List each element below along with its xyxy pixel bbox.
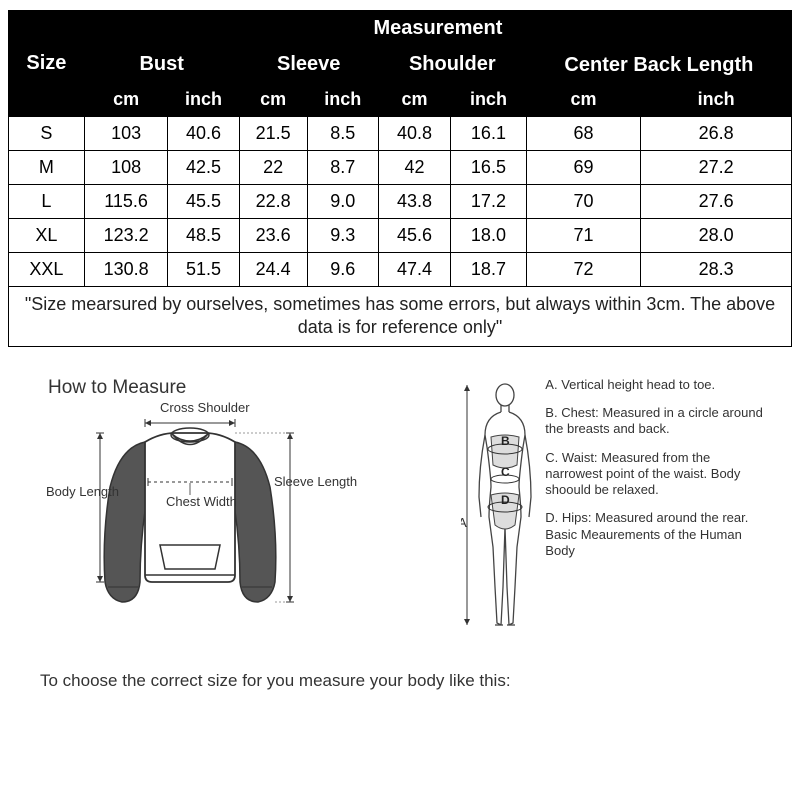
value-cell: 26.8 xyxy=(641,117,792,151)
value-cell: 9.0 xyxy=(307,185,378,219)
size-cell: XXL xyxy=(9,253,85,287)
value-cell: 23.6 xyxy=(239,219,307,253)
measurement-header: Measurement xyxy=(84,11,791,47)
table-row: M10842.5228.74216.56927.2 xyxy=(9,151,792,185)
value-cell: 18.0 xyxy=(451,219,527,253)
table-row: XXL130.851.524.49.647.418.77228.3 xyxy=(9,253,792,287)
value-cell: 130.8 xyxy=(84,253,168,287)
value-cell: 115.6 xyxy=(84,185,168,219)
value-cell: 16.5 xyxy=(451,151,527,185)
value-cell: 123.2 xyxy=(84,219,168,253)
size-cell: XL xyxy=(9,219,85,253)
value-cell: 103 xyxy=(84,117,168,151)
value-cell: 28.3 xyxy=(641,253,792,287)
def-c: C. Waist: Measured from the narrowest po… xyxy=(545,450,770,499)
value-cell: 40.8 xyxy=(378,117,450,151)
value-cell: 70 xyxy=(526,185,641,219)
size-chart-table: Size Measurement Bust Sleeve Shoulder Ce… xyxy=(8,10,792,347)
value-cell: 45.6 xyxy=(378,219,450,253)
value-cell: 68 xyxy=(526,117,641,151)
group-sleeve: Sleeve xyxy=(239,47,378,83)
value-cell: 51.5 xyxy=(168,253,239,287)
body-label-d: D xyxy=(501,493,510,507)
group-header-row: Bust Sleeve Shoulder Center Back Length xyxy=(9,47,792,83)
unit-cell: cm xyxy=(84,83,168,117)
unit-cell: cm xyxy=(526,83,641,117)
body-label-a: A xyxy=(461,515,467,530)
sweater-diagram: Cross Shoulder Body Length Chest Width S… xyxy=(60,407,320,617)
body-diagram: A xyxy=(461,377,533,637)
value-cell: 45.5 xyxy=(168,185,239,219)
unit-cell: inch xyxy=(451,83,527,117)
group-bust: Bust xyxy=(84,47,239,83)
value-cell: 9.6 xyxy=(307,253,378,287)
value-cell: 72 xyxy=(526,253,641,287)
how-to-measure-title: How to Measure xyxy=(40,377,441,399)
value-cell: 48.5 xyxy=(168,219,239,253)
value-cell: 16.1 xyxy=(451,117,527,151)
value-cell: 42.5 xyxy=(168,151,239,185)
value-cell: 8.5 xyxy=(307,117,378,151)
value-cell: 27.6 xyxy=(641,185,792,219)
unit-cell: cm xyxy=(239,83,307,117)
value-cell: 108 xyxy=(84,151,168,185)
unit-cell: inch xyxy=(307,83,378,117)
value-cell: 27.2 xyxy=(641,151,792,185)
value-cell: 71 xyxy=(526,219,641,253)
table-row: XL123.248.523.69.345.618.07128.0 xyxy=(9,219,792,253)
def-b: B. Chest: Measured in a circle around th… xyxy=(545,405,770,438)
value-cell: 40.6 xyxy=(168,117,239,151)
table-row: S10340.621.58.540.816.16826.8 xyxy=(9,117,792,151)
unit-header-row: cm inch cm inch cm inch cm inch xyxy=(9,83,792,117)
value-cell: 43.8 xyxy=(378,185,450,219)
value-cell: 42 xyxy=(378,151,450,185)
value-cell: 22.8 xyxy=(239,185,307,219)
value-cell: 21.5 xyxy=(239,117,307,151)
label-chest-width: Chest Width xyxy=(166,495,216,509)
label-cross-shoulder: Cross Shoulder xyxy=(160,401,240,415)
label-sleeve-length: Sleeve Length xyxy=(274,475,324,489)
value-cell: 22 xyxy=(239,151,307,185)
label-body-length: Body Length xyxy=(46,485,96,499)
unit-cell: inch xyxy=(168,83,239,117)
unit-cell: inch xyxy=(641,83,792,117)
choose-size-text: To choose the correct size for you measu… xyxy=(0,647,800,691)
value-cell: 28.0 xyxy=(641,219,792,253)
size-cell: S xyxy=(9,117,85,151)
def-d: D. Hips: Measured around the rear. Basic… xyxy=(545,510,770,559)
group-center-back: Center Back Length xyxy=(526,47,791,83)
unit-cell: cm xyxy=(378,83,450,117)
body-label-c: C xyxy=(501,465,510,479)
value-cell: 18.7 xyxy=(451,253,527,287)
size-cell: L xyxy=(9,185,85,219)
value-cell: 17.2 xyxy=(451,185,527,219)
def-a: A. Vertical height head to toe. xyxy=(545,377,770,393)
group-shoulder: Shoulder xyxy=(378,47,526,83)
value-cell: 8.7 xyxy=(307,151,378,185)
value-cell: 9.3 xyxy=(307,219,378,253)
size-header: Size xyxy=(9,11,85,117)
value-cell: 24.4 xyxy=(239,253,307,287)
size-chart-note: "Size mearsured by ourselves, sometimes … xyxy=(9,287,792,347)
table-row: L115.645.522.89.043.817.27027.6 xyxy=(9,185,792,219)
size-cell: M xyxy=(9,151,85,185)
body-definitions: A. Vertical height head to toe. B. Chest… xyxy=(545,377,770,637)
value-cell: 69 xyxy=(526,151,641,185)
sweater-svg xyxy=(60,407,320,617)
body-label-b: B xyxy=(501,434,510,448)
value-cell: 47.4 xyxy=(378,253,450,287)
